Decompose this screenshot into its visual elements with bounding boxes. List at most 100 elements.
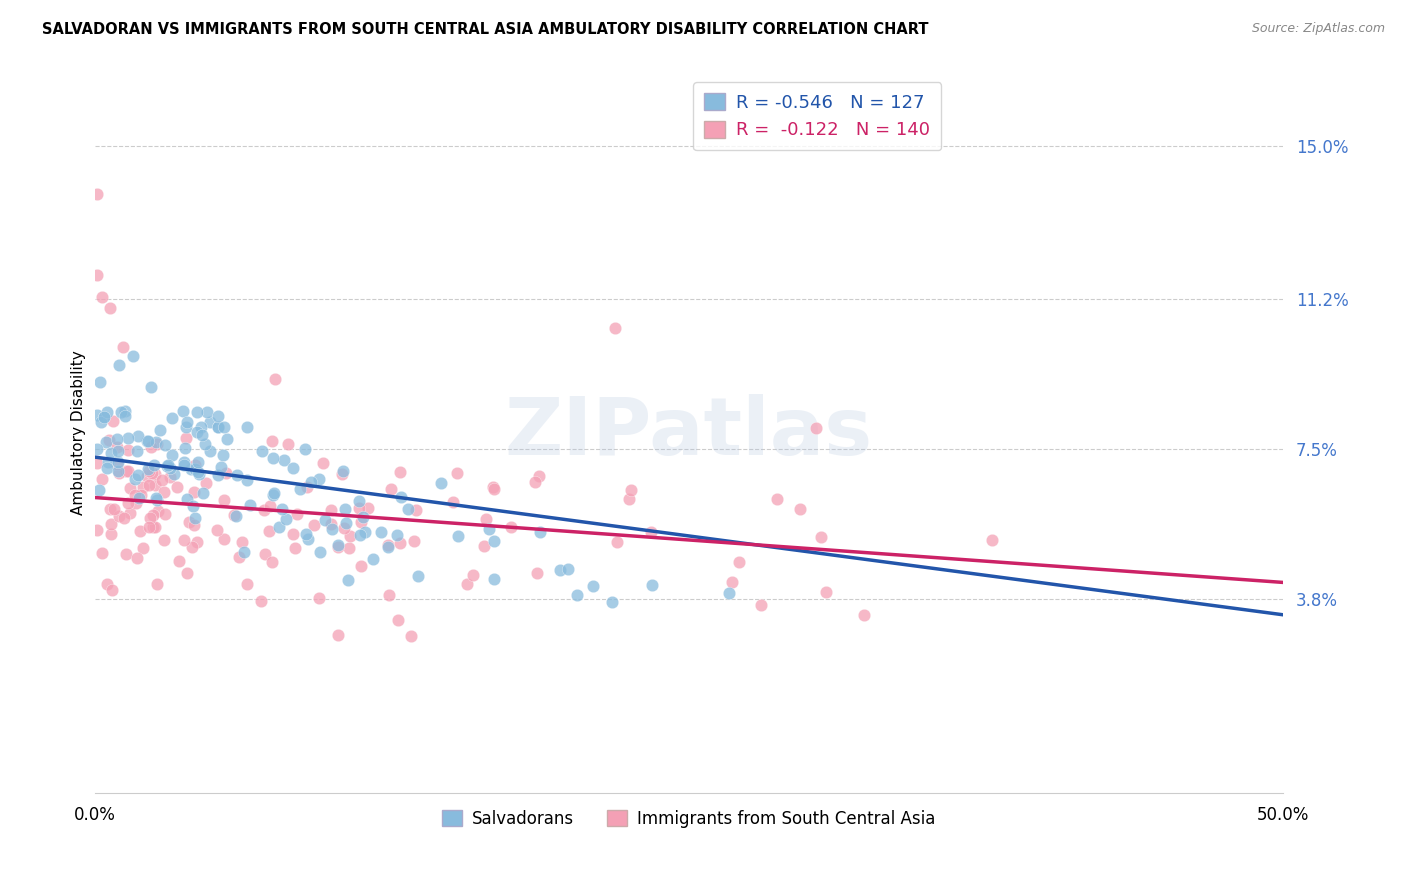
Point <box>86 408 108 422</box>
Point <box>125 496 148 510</box>
Point <box>308 472 330 486</box>
Point <box>138 434 160 449</box>
Y-axis label: Ambulatory Disability: Ambulatory Disability <box>72 351 86 516</box>
Point <box>138 464 160 478</box>
Point <box>173 533 195 548</box>
Point <box>209 459 232 474</box>
Point <box>582 578 605 592</box>
Point <box>120 481 142 495</box>
Point <box>766 492 789 507</box>
Point <box>141 466 163 480</box>
Point <box>187 465 209 479</box>
Point <box>527 468 550 483</box>
Point <box>262 488 284 502</box>
Point <box>603 320 626 334</box>
Point <box>814 584 837 599</box>
Point <box>183 499 205 513</box>
Point <box>225 467 247 482</box>
Point <box>176 415 198 429</box>
Point <box>274 512 297 526</box>
Point <box>214 420 236 434</box>
Point <box>806 421 828 435</box>
Point <box>173 455 195 469</box>
Point <box>319 503 342 517</box>
Point <box>728 555 751 569</box>
Point <box>111 340 134 354</box>
Point <box>100 446 122 460</box>
Point <box>153 485 176 500</box>
Point <box>212 492 235 507</box>
Point <box>236 576 259 591</box>
Point <box>146 493 169 508</box>
Point <box>620 483 643 497</box>
Point <box>191 485 214 500</box>
Point <box>207 419 229 434</box>
Point <box>253 547 276 561</box>
Point <box>146 577 169 591</box>
Point <box>352 509 374 524</box>
Point <box>389 490 412 504</box>
Point <box>321 522 343 536</box>
Point <box>481 480 503 494</box>
Point <box>96 577 118 591</box>
Point <box>138 511 160 525</box>
Point <box>212 448 235 462</box>
Point <box>853 607 876 622</box>
Point <box>173 458 195 472</box>
Point <box>187 455 209 469</box>
Point <box>263 371 285 385</box>
Point <box>354 524 377 539</box>
Point <box>718 586 741 600</box>
Point <box>190 419 212 434</box>
Point <box>567 588 589 602</box>
Point <box>167 553 190 567</box>
Point <box>380 483 402 497</box>
Point <box>281 527 304 541</box>
Point <box>524 475 547 490</box>
Point <box>90 415 112 429</box>
Point <box>207 419 229 434</box>
Point <box>447 529 470 543</box>
Point <box>405 503 427 517</box>
Point <box>143 519 166 533</box>
Point <box>101 583 124 598</box>
Point <box>172 403 194 417</box>
Point <box>720 574 742 589</box>
Point <box>349 494 371 508</box>
Point <box>332 464 354 478</box>
Point <box>89 375 111 389</box>
Point <box>107 464 129 478</box>
Point <box>108 467 131 481</box>
Point <box>312 456 335 470</box>
Point <box>108 358 131 372</box>
Point <box>183 517 205 532</box>
Point <box>228 550 250 565</box>
Point <box>125 444 148 458</box>
Point <box>98 301 121 315</box>
Point <box>143 478 166 492</box>
Point <box>200 443 222 458</box>
Point <box>127 428 149 442</box>
Point <box>135 434 157 448</box>
Point <box>179 516 201 530</box>
Point <box>188 467 211 481</box>
Point <box>337 574 360 588</box>
Point <box>160 448 183 462</box>
Point <box>253 503 276 517</box>
Point <box>145 435 167 450</box>
Point <box>139 380 162 394</box>
Point <box>110 405 132 419</box>
Point <box>446 466 468 480</box>
Point <box>526 566 548 580</box>
Point <box>121 349 143 363</box>
Point <box>105 457 128 471</box>
Point <box>308 545 330 559</box>
Point <box>159 460 181 475</box>
Point <box>86 187 108 202</box>
Point <box>117 431 139 445</box>
Point <box>117 495 139 509</box>
Point <box>183 485 205 500</box>
Point <box>250 443 273 458</box>
Point <box>146 437 169 451</box>
Point <box>115 547 138 561</box>
